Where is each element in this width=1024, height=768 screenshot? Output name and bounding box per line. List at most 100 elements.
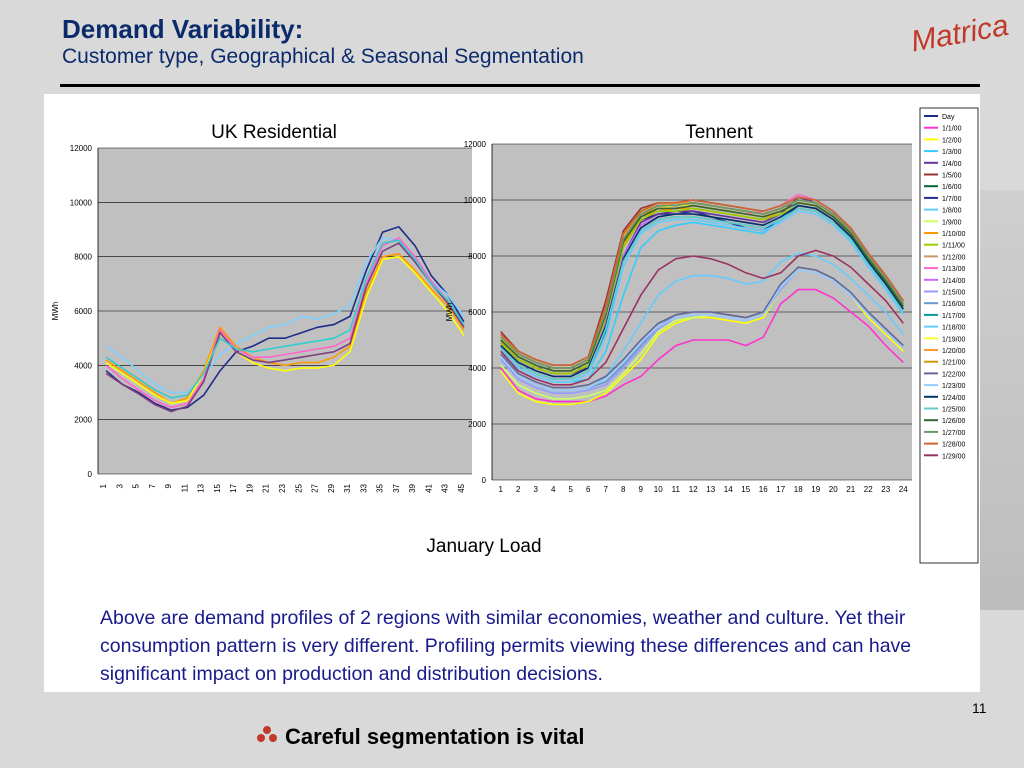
series-line (105, 239, 465, 399)
series-line (500, 288, 904, 403)
legend-entry: Day (942, 114, 955, 121)
legend-entry: 1/23/00 (942, 383, 965, 390)
x-tick-label: 18 (794, 485, 803, 494)
x-tick-label: 21 (846, 485, 855, 494)
x-tick-label: 27 (311, 483, 320, 492)
y-tick-label: 10000 (464, 196, 487, 205)
x-tick-label: 41 (424, 483, 433, 492)
y-tick-label: 0 (482, 476, 487, 485)
x-tick-label: 13 (706, 485, 715, 494)
x-tick-label: 24 (899, 485, 908, 494)
title-block: Demand Variability: Customer type, Geogr… (62, 14, 584, 70)
legend-entry: 1/6/00 (942, 184, 962, 191)
figure-panel: 0 2000 4000 6000 8000 10000 12000 1 3 5 7 9 11 13 15 17… (44, 94, 980, 692)
x-tick-label: 17 (776, 485, 785, 494)
y-tick-label: 8000 (468, 252, 486, 261)
legend-entry: 1/5/00 (942, 173, 962, 180)
legend-entry: 1/21/00 (942, 360, 965, 367)
legend-entry: 1/19/00 (942, 336, 965, 343)
legend-entry: 1/26/00 (942, 418, 965, 425)
series-line (105, 225, 465, 412)
x-tick-label: 23 (278, 483, 287, 492)
legend-entry: 1/27/00 (942, 430, 965, 437)
x-tick-label: 3 (115, 483, 124, 488)
y-tick-label: 4000 (74, 361, 92, 370)
legend-entry: 1/1/00 (942, 126, 962, 133)
x-tick-label: 5 (132, 483, 141, 488)
legend-entry: 1/7/00 (942, 196, 962, 203)
legend-entry: 1/10/00 (942, 231, 965, 238)
page-number: 11 (972, 700, 987, 716)
figure-caption: January Load (426, 536, 541, 557)
decorative-side-band (980, 190, 1024, 610)
x-tick-label: 14 (724, 485, 733, 494)
x-tick-label: 23 (881, 485, 890, 494)
legend-entry: 1/11/00 (942, 243, 965, 250)
series-line (500, 201, 904, 372)
legend-entry: 1/13/00 (942, 266, 965, 273)
x-tick-label: 29 (327, 483, 336, 492)
y-tick-label: 12000 (464, 140, 487, 149)
x-tick-label: 22 (864, 485, 873, 494)
y-tick-label: 2000 (74, 416, 92, 425)
legend-entry: 1/15/00 (942, 290, 965, 297)
x-tick-label: 11 (180, 483, 189, 492)
legend-entry: 1/2/00 (942, 137, 962, 144)
y-axis-label: MWh (51, 302, 60, 321)
legend-entry: 1/20/00 (942, 348, 965, 355)
series-line (500, 269, 904, 392)
x-tick-label: 6 (586, 485, 591, 494)
x-tick-label: 45 (457, 483, 466, 492)
x-tick-label: 16 (759, 485, 768, 494)
legend-entry: 1/22/00 (942, 371, 965, 378)
legend-entry: 1/16/00 (942, 301, 965, 308)
series-line (500, 196, 904, 366)
x-tick-label: 5 (569, 485, 574, 494)
series-line (500, 207, 904, 380)
x-tick-label: 13 (197, 483, 206, 492)
matrica-logo: Matrica (908, 9, 1010, 56)
x-tick-label: 4 (551, 485, 556, 494)
y-tick-label: 6000 (74, 307, 92, 316)
y-tick-label: 10000 (70, 198, 93, 207)
x-tick-label: 1 (499, 485, 504, 494)
legend-entry: 1/9/00 (942, 219, 962, 226)
figure-description: Above are demand profiles of 2 regions w… (100, 607, 912, 685)
x-tick-label: 9 (639, 485, 644, 494)
y-axis-label: MWh (445, 303, 454, 322)
title-divider (60, 84, 980, 87)
legend-box (919, 107, 979, 564)
x-tick-label: 11 (672, 485, 681, 494)
chart-title: UK Residential (211, 122, 337, 143)
y-tick-label: 0 (88, 470, 93, 479)
legend-entry: 1/29/00 (942, 453, 965, 460)
key-takeaway: Careful segmentation is vital (285, 724, 585, 749)
x-tick-label: 3 (534, 485, 539, 494)
page-title: Demand Variability: (62, 14, 304, 44)
y-tick-label: 2000 (468, 420, 486, 429)
y-tick-label: 8000 (74, 253, 92, 262)
chart-title: Tennent (685, 122, 753, 143)
x-tick-label: 33 (359, 483, 368, 492)
series-line (105, 242, 465, 413)
y-tick-label: 6000 (468, 308, 486, 317)
x-tick-label: 25 (294, 483, 303, 492)
bullet-dots-icon (257, 726, 277, 742)
x-tick-label: 39 (408, 483, 417, 492)
legend-entry: 1/8/00 (942, 208, 962, 215)
x-tick-label: 2 (516, 485, 521, 494)
legend-entry: 1/12/00 (942, 254, 965, 261)
x-tick-label: 43 (441, 483, 450, 492)
legend-entry: 1/25/00 (942, 407, 965, 414)
x-tick-label: 21 (262, 483, 271, 492)
series-line (105, 253, 465, 405)
series-line (105, 236, 465, 409)
logo-text: Matrica (908, 9, 1010, 56)
legend-entry: 1/28/00 (942, 442, 965, 449)
x-tick-label: 19 (811, 485, 820, 494)
x-tick-label: 20 (829, 485, 838, 494)
x-tick-label: 37 (392, 483, 401, 492)
legend-entry: 1/4/00 (942, 161, 962, 168)
x-tick-label: 35 (376, 483, 385, 492)
